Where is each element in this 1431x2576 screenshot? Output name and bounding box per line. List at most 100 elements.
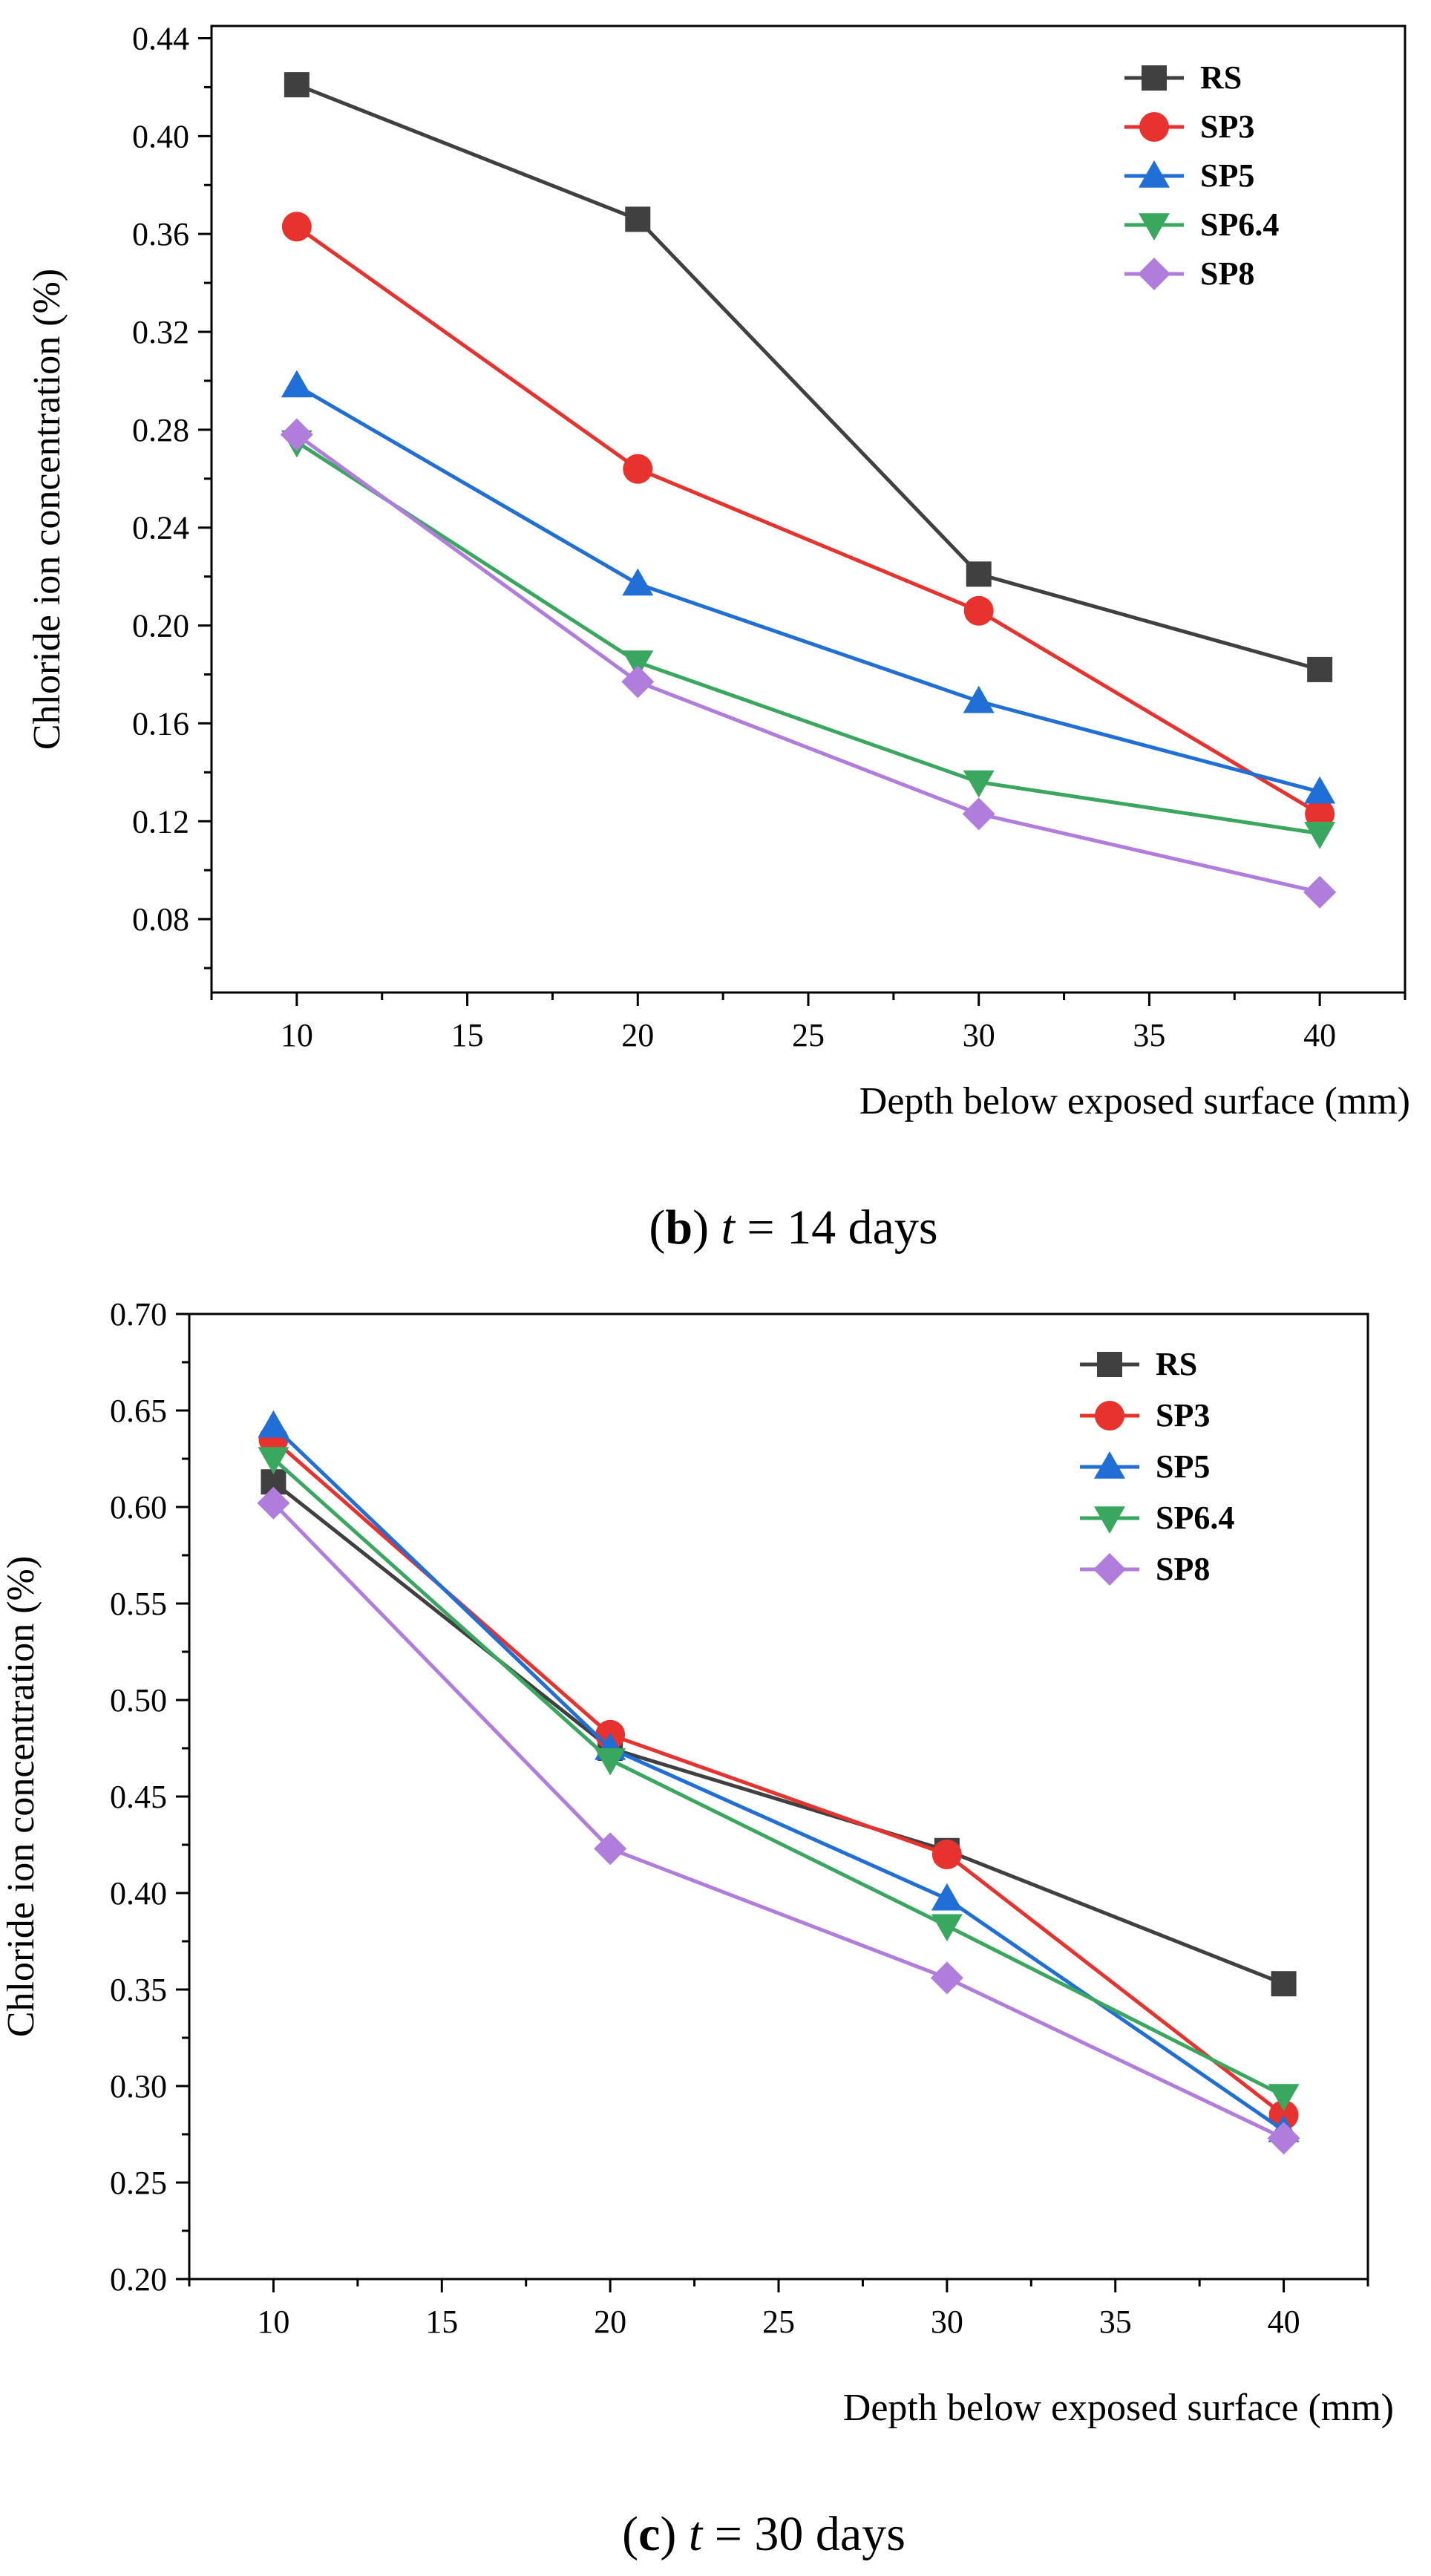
y-tick-label: 0.20 xyxy=(132,608,189,644)
legend-label-SP6.4: SP6.4 xyxy=(1156,1500,1234,1536)
data-point-SP8 xyxy=(1267,2122,1300,2155)
series-line-SP5 xyxy=(272,1424,1285,2132)
x-tick-label: 40 xyxy=(1268,2304,1300,2340)
y-tick-label: 0.08 xyxy=(132,901,189,938)
chart-panel-b: 10 15 20 25 30 35 40 0.08 0.12 0.16 0.20 0.24 0.28 0.… xyxy=(26,20,1410,1255)
data-point-SP6.4 xyxy=(595,1748,626,1776)
data-point-SP8 xyxy=(280,418,313,451)
legend-marker-SP8 xyxy=(1093,1553,1126,1586)
y-tick-label: 0.70 xyxy=(110,1296,167,1333)
legend-label-SP3: SP3 xyxy=(1200,108,1254,145)
y-tick-label: 0.16 xyxy=(132,705,189,742)
x-axis-label: Depth below exposed surface (mm) xyxy=(859,1080,1410,1122)
y-tick-label: 0.50 xyxy=(110,1682,167,1719)
data-point-SP5 xyxy=(622,568,654,596)
series-line-SP6.4 xyxy=(272,1457,1285,2098)
legend-marker-RS xyxy=(1097,1352,1122,1377)
caption-variable: t xyxy=(721,1200,736,1255)
x-tick-label: 10 xyxy=(257,2304,289,2340)
y-tick-label: 0.25 xyxy=(110,2165,167,2201)
data-point-SP6.4 xyxy=(622,650,654,679)
series-line-SP5 xyxy=(295,384,1320,794)
caption-variable: t xyxy=(689,2507,704,2561)
data-point-SP6.4 xyxy=(258,1447,289,1474)
legend-label-SP6.4: SP6.4 xyxy=(1200,206,1279,243)
y-tick-label: 0.45 xyxy=(110,1779,167,1815)
figure-caption: (c) t = 30 days xyxy=(622,2507,906,2561)
data-point-SP3 xyxy=(931,1840,962,1869)
legend-label-SP5: SP5 xyxy=(1200,157,1254,194)
legend-marker-SP3 xyxy=(1095,1401,1124,1431)
legend-label-SP3: SP3 xyxy=(1156,1397,1210,1434)
data-point-SP5 xyxy=(931,1883,963,1911)
x-tick-label: 40 xyxy=(1303,1017,1336,1053)
data-point-SP8 xyxy=(930,1961,963,1995)
series-line-SP8 xyxy=(272,1502,1285,2140)
legend-marker-SP3 xyxy=(1139,112,1169,142)
x-tick-label: 30 xyxy=(963,1017,995,1053)
y-tick-label: 0.30 xyxy=(110,2068,167,2105)
legend-marker-SP5 xyxy=(1139,160,1170,188)
legend-marker-RS xyxy=(1142,65,1167,91)
data-point-SP6.4 xyxy=(931,1914,963,1942)
legend: RS SP3 SP5 SP6.4 SP8 xyxy=(1080,1346,1234,1587)
y-tick-label: 0.12 xyxy=(132,803,189,840)
data-point-SP8 xyxy=(594,1832,627,1866)
legend-label-SP5: SP5 xyxy=(1156,1448,1210,1485)
y-tick-label: 0.40 xyxy=(132,118,189,154)
x-tick-label: 25 xyxy=(792,1017,825,1053)
x-tick-label: 20 xyxy=(594,2304,626,2340)
data-point-SP6.4 xyxy=(1304,821,1336,849)
figure-caption: (b) t = 14 days xyxy=(649,1200,937,1255)
x-tick-label: 25 xyxy=(762,2304,795,2340)
y-tick-label: 0.36 xyxy=(132,216,189,252)
y-axis-label: Chloride ion concentration (%) xyxy=(0,1556,42,2037)
series-line-SP6.4 xyxy=(295,440,1320,836)
series-line-SP8 xyxy=(295,433,1320,895)
y-axis-label: Chloride ion concentration (%) xyxy=(26,269,68,750)
legend-label-SP8: SP8 xyxy=(1200,255,1254,292)
caption-duration: 30 days xyxy=(754,2507,905,2561)
y-tick-label: 0.60 xyxy=(110,1489,167,1526)
data-point-RS xyxy=(1271,1971,1297,1997)
data-point-RS xyxy=(966,561,992,587)
x-axis-label: Depth below exposed surface (mm) xyxy=(843,2387,1394,2429)
data-point-RS xyxy=(625,206,651,232)
legend-marker-SP6.4 xyxy=(1139,213,1170,241)
data-point-SP8 xyxy=(257,1486,290,1520)
y-tick-label: 0.24 xyxy=(132,510,189,546)
x-tick-label: 15 xyxy=(451,1017,484,1053)
x-tick-label: 10 xyxy=(281,1017,313,1053)
series-line-RS xyxy=(295,82,1320,672)
x-tick-label: 20 xyxy=(621,1017,654,1053)
y-tick-label: 0.32 xyxy=(132,314,189,350)
data-point-SP8 xyxy=(621,665,655,699)
series-line-SP3 xyxy=(295,225,1321,816)
y-tick-label: 0.65 xyxy=(110,1393,167,1429)
legend: RS SP3 SP5 SP6.4 SP8 xyxy=(1124,59,1279,292)
caption-panel-label: c xyxy=(638,2507,660,2561)
series-line-SP3 xyxy=(272,1438,1286,2116)
y-tick-label: 0.44 xyxy=(132,20,189,56)
data-point-SP5 xyxy=(258,1410,289,1438)
legend-label-RS: RS xyxy=(1200,59,1242,96)
data-point-SP8 xyxy=(1303,875,1337,909)
data-point-SP3 xyxy=(1305,799,1335,829)
legend-marker-SP8 xyxy=(1138,258,1170,290)
y-tick-label: 0.20 xyxy=(110,2261,167,2298)
legend-label-RS: RS xyxy=(1156,1346,1197,1382)
data-point-SP3 xyxy=(623,454,653,484)
legend-marker-SP6.4 xyxy=(1094,1506,1125,1534)
y-tick-label: 0.28 xyxy=(132,412,189,448)
y-tick-label: 0.35 xyxy=(110,1972,167,2008)
data-point-SP5 xyxy=(281,370,312,398)
caption-panel-label: b xyxy=(665,1200,692,1255)
data-point-SP5 xyxy=(963,685,995,713)
x-tick-label: 15 xyxy=(425,2304,458,2340)
y-tick-label: 0.55 xyxy=(110,1586,167,1622)
x-tick-label: 30 xyxy=(931,2304,963,2340)
data-point-RS xyxy=(1307,656,1333,682)
data-point-SP8 xyxy=(962,797,995,831)
legend-label-SP8: SP8 xyxy=(1156,1551,1210,1587)
chart-panel-c: 10 15 20 25 30 35 40 0.20 0.25 0.30 0.35 0.40 0.45 0.… xyxy=(0,1296,1394,2561)
